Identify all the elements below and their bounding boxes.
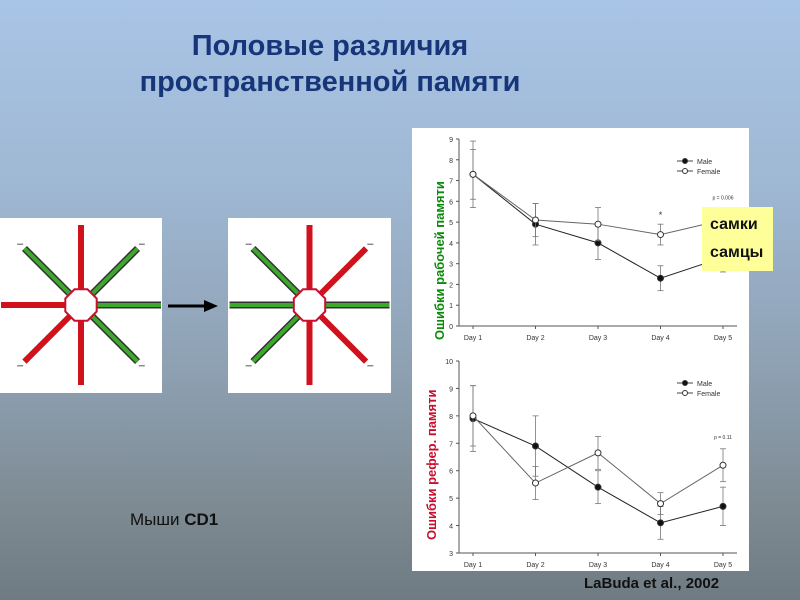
mice-label: Мыши xyxy=(130,510,180,529)
legend-label-female: Female xyxy=(697,169,720,176)
x-tick-label: Day 3 xyxy=(589,562,607,569)
x-tick-label: Day 3 xyxy=(589,335,607,342)
y-tick-label: 6 xyxy=(449,199,453,206)
legend-marker xyxy=(682,168,688,174)
y-tick-label: 3 xyxy=(449,262,453,269)
maze-before-drawing xyxy=(1,225,161,385)
data-point-female xyxy=(657,500,664,508)
data-point-male xyxy=(657,274,664,282)
data-point-female xyxy=(719,461,727,469)
data-point-female xyxy=(469,170,477,178)
legend-label-male: Male xyxy=(697,159,712,166)
slide-title: Половые различия пространственной памяти xyxy=(110,28,550,100)
maze-arm-red xyxy=(318,314,369,364)
y-tick-label: 8 xyxy=(449,158,453,165)
y-tick-label: 5 xyxy=(449,496,453,503)
legend-label-male: Male xyxy=(697,381,712,388)
y-tick-label: 0 xyxy=(449,324,453,331)
y-tick-label: 4 xyxy=(449,524,453,531)
annotation: * xyxy=(659,210,663,220)
legend-box: самки самцы xyxy=(702,207,773,271)
y-tick-label: 7 xyxy=(449,441,453,448)
radial-maze-after xyxy=(228,218,391,393)
x-tick-label: Day 4 xyxy=(651,562,669,569)
title-line-2: пространственной памяти xyxy=(139,66,521,98)
chart-reference-memory: 3 4 5 6 7 8 9 10 Day 1 Day 2 Day 3 Day 4 Day 5 Male Fe… xyxy=(445,359,737,569)
maze-arm-green xyxy=(90,314,139,363)
x-tick-label: Day 5 xyxy=(714,562,732,569)
data-point-male xyxy=(532,442,539,450)
y-tick-label: 5 xyxy=(449,220,453,227)
maze-arm-green xyxy=(90,247,139,296)
chart-panel: 0 1 2 3 4 5 6 7 8 9 Day 1 Day 2 Day 3 Day 4 Day 5 Male F… xyxy=(412,128,749,571)
y-label-reference-memory: Ошибки рефер. памяти xyxy=(424,389,439,541)
data-point-male xyxy=(657,519,664,527)
maze-arm-green xyxy=(251,247,300,296)
data-point-female xyxy=(594,220,602,228)
y-label-working-memory: Ошибки рабочей памяти xyxy=(432,181,447,340)
data-point-female xyxy=(657,231,664,239)
y-tick-label: 9 xyxy=(449,137,453,144)
annotation: p = 0.006 xyxy=(713,196,734,202)
x-tick-label: Day 2 xyxy=(526,335,544,342)
data-point-female xyxy=(469,412,477,420)
x-tick-label: Day 2 xyxy=(526,562,544,569)
x-tick-label: Day 1 xyxy=(464,335,482,342)
x-tick-label: Day 1 xyxy=(464,562,482,569)
radial-maze-before xyxy=(0,218,162,393)
maze-center-octagon xyxy=(64,288,98,322)
data-point-male xyxy=(719,502,727,510)
y-tick-label: 1 xyxy=(449,303,453,310)
x-tick-label: Day 4 xyxy=(651,335,669,342)
legend-label-female: Female xyxy=(697,391,720,398)
data-point-male xyxy=(594,483,602,491)
y-tick-label: 6 xyxy=(449,469,453,476)
maze-after-drawing xyxy=(229,225,390,385)
y-tick-label: 9 xyxy=(449,386,453,393)
y-tick-label: 3 xyxy=(449,551,453,558)
legend-marker xyxy=(682,158,688,164)
y-tick-label: 10 xyxy=(445,359,453,366)
legend-marker xyxy=(682,380,688,386)
title-line-1: Половые различия xyxy=(191,30,469,62)
legend-male: самцы xyxy=(710,244,764,261)
data-point-female xyxy=(532,479,539,487)
maze-center-octagon xyxy=(292,288,327,322)
y-tick-label: 2 xyxy=(449,282,453,289)
legend-female: самки xyxy=(710,216,758,233)
annotation: p = 0.11 xyxy=(714,435,732,441)
mice-strain: CD1 xyxy=(184,510,219,529)
chart-working-memory: 0 1 2 3 4 5 6 7 8 9 Day 1 Day 2 Day 3 Day 4 Day 5 Male F… xyxy=(449,137,737,342)
maze-arm-green xyxy=(251,314,300,363)
x-tick-label: Day 5 xyxy=(714,335,732,342)
maze-arm-red xyxy=(22,314,72,364)
y-tick-label: 4 xyxy=(449,241,453,248)
data-point-female xyxy=(532,216,539,224)
citation: LaBuda et al., 2002 xyxy=(584,575,720,592)
maze-arm-green xyxy=(23,247,72,296)
data-point-female xyxy=(594,449,602,457)
maze-arm-red xyxy=(318,246,369,296)
mice-caption: Мыши CD1 xyxy=(130,510,218,530)
legend-marker xyxy=(682,390,688,396)
y-tick-label: 8 xyxy=(449,414,453,421)
arrow-right-icon xyxy=(168,300,218,312)
y-tick-label: 7 xyxy=(449,179,453,186)
